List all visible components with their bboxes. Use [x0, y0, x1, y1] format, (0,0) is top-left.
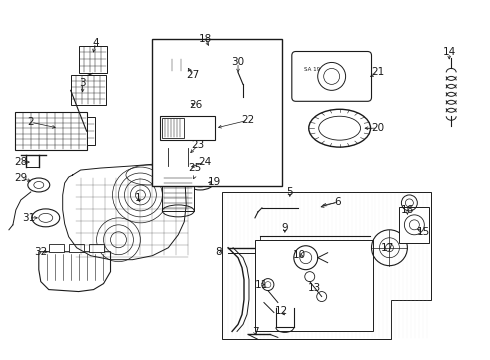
FancyBboxPatch shape — [292, 51, 371, 101]
Bar — [15, 112, 87, 150]
Bar — [156, 62, 162, 68]
Text: 28: 28 — [14, 157, 27, 167]
Text: 25: 25 — [189, 163, 202, 173]
Text: 14: 14 — [442, 48, 456, 58]
Text: 22: 22 — [242, 115, 255, 125]
Text: 10: 10 — [293, 250, 306, 260]
Text: 15: 15 — [416, 227, 430, 237]
Text: 17: 17 — [381, 243, 394, 253]
Text: 18: 18 — [198, 33, 212, 44]
Text: 1: 1 — [135, 193, 142, 203]
Text: 23: 23 — [192, 140, 205, 150]
Text: 32: 32 — [34, 247, 48, 257]
Bar — [162, 118, 184, 138]
Text: 20: 20 — [371, 123, 384, 133]
Bar — [89, 244, 103, 252]
Bar — [78, 45, 106, 73]
Bar — [69, 244, 84, 252]
Bar — [49, 244, 64, 252]
Text: 12: 12 — [275, 306, 289, 316]
Text: 5: 5 — [287, 187, 293, 197]
Text: 9: 9 — [282, 223, 288, 233]
Text: 7: 7 — [252, 327, 258, 337]
Bar — [162, 58, 190, 72]
Text: 30: 30 — [231, 58, 245, 67]
Text: 16: 16 — [401, 205, 414, 215]
Circle shape — [175, 167, 181, 173]
Bar — [87, 117, 95, 145]
Text: 26: 26 — [190, 100, 203, 110]
Text: 6: 6 — [334, 197, 341, 207]
Bar — [162, 173, 194, 211]
Text: 4: 4 — [92, 37, 99, 48]
Text: 29: 29 — [14, 173, 27, 183]
Text: 2: 2 — [27, 117, 34, 127]
Text: 31: 31 — [22, 213, 35, 223]
Bar — [399, 207, 429, 243]
Text: 21: 21 — [371, 67, 384, 77]
Text: 19: 19 — [207, 177, 220, 187]
Text: 27: 27 — [187, 71, 200, 80]
Text: SA 19: SA 19 — [304, 67, 320, 72]
Bar — [160, 116, 215, 140]
Bar — [152, 39, 282, 186]
Text: 3: 3 — [79, 78, 86, 88]
Bar — [71, 75, 105, 105]
Text: 11: 11 — [255, 280, 269, 289]
Bar — [255, 240, 372, 332]
Text: 8: 8 — [215, 247, 221, 257]
Text: 24: 24 — [198, 157, 212, 167]
Text: 13: 13 — [308, 283, 321, 293]
